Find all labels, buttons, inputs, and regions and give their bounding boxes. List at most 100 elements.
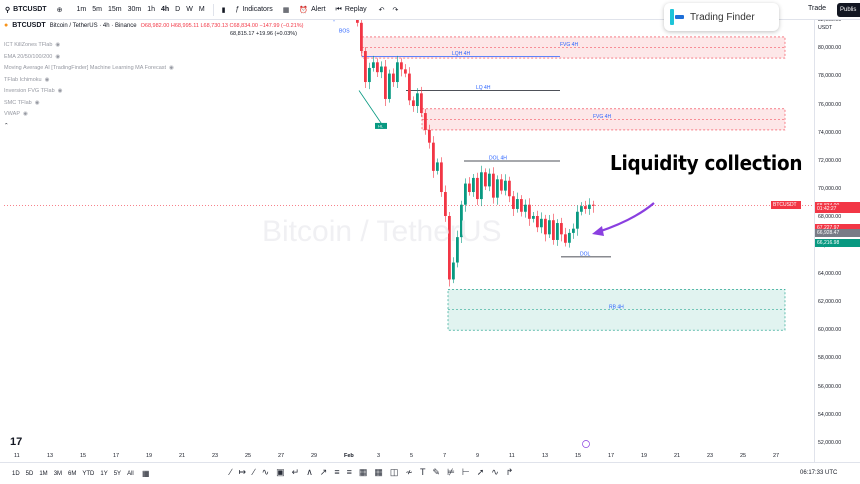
compare-button[interactable]: ⊕	[56, 6, 63, 14]
tf-30m[interactable]: 30m	[127, 6, 142, 13]
go-to-date-icon[interactable]: ▦	[142, 469, 150, 478]
long-position-icon[interactable]: ⊭	[447, 467, 455, 477]
range-1d[interactable]: 1D	[12, 470, 20, 477]
hl-badge	[375, 122, 387, 129]
candle-body	[488, 173, 491, 187]
alert-button[interactable]: ⏰ Alert	[299, 6, 325, 14]
eye-icon[interactable]: ◉	[169, 65, 174, 72]
candle-body	[520, 199, 523, 212]
price-tick-label: 60,000.00	[818, 327, 842, 334]
price-tick-label: 54,000.00	[818, 411, 842, 418]
trading-finder-logo: Trading Finder	[664, 3, 779, 31]
tf-1h[interactable]: 1h	[147, 6, 155, 13]
range-5y[interactable]: 5Y	[113, 470, 122, 477]
candle-body	[496, 179, 499, 198]
candle-body	[372, 62, 375, 68]
candle-body	[396, 62, 399, 83]
liquidity-arrow	[597, 202, 655, 234]
eye-icon[interactable]: ◉	[55, 53, 61, 60]
curve-icon[interactable]: ∿	[491, 467, 499, 477]
hl-line	[358, 90, 383, 125]
eye-icon[interactable]: ◉	[23, 111, 28, 118]
legend-indicator[interactable]: EMA 20/50/100/200 ◉	[4, 51, 334, 63]
axis-currency: USDT	[818, 25, 833, 31]
text-tool-icon[interactable]: T	[419, 467, 426, 477]
utc-clock[interactable]: 06:17:33 UTC	[800, 470, 838, 476]
range-5d[interactable]: 5D	[25, 470, 34, 477]
redo-icon[interactable]: ↷	[392, 6, 399, 14]
arrow-tool-icon[interactable]: ↗	[319, 467, 328, 477]
tf-m[interactable]: M	[198, 6, 205, 13]
indicators-button[interactable]: ƒ Indicators	[236, 6, 273, 13]
ray-icon[interactable]: ↦	[238, 467, 247, 477]
grid-icon[interactable]: ▦	[374, 467, 383, 477]
tf-w[interactable]: W	[186, 6, 193, 13]
range-ytd[interactable]: YTD	[82, 470, 95, 477]
time-tick-label: 23	[212, 453, 219, 459]
hl-label: HL	[378, 123, 384, 128]
projection-icon[interactable]: ➚	[476, 467, 485, 477]
fib-ext-icon[interactable]: ≡	[346, 467, 352, 477]
legend-indicator[interactable]: ICT KillZones TFlab ◉	[4, 40, 334, 52]
candle-body	[584, 206, 587, 209]
candle-body	[456, 237, 459, 263]
trend-line-icon[interactable]: ∕	[230, 467, 232, 477]
channel-icon[interactable]: ∕	[253, 467, 255, 477]
zigzag-icon[interactable]: ∿	[261, 467, 270, 477]
legend-collapse-button[interactable]: ⌃	[4, 122, 9, 129]
pattern-icon[interactable]: ∧	[306, 467, 313, 477]
legend-indicator[interactable]: TFlab Ichimoku ◉	[4, 74, 334, 86]
liquidity-annotation: Liquidity collection	[610, 151, 803, 175]
symbol-search[interactable]: ⚲ BTCUSDT	[5, 6, 47, 14]
rectangle-icon[interactable]: ▣	[276, 467, 285, 477]
dol4h-line-label: DOL 4H	[489, 156, 507, 162]
measure-icon[interactable]: ◫	[389, 467, 399, 477]
symbol-label: BTCUSDT	[13, 6, 47, 13]
replay-button[interactable]: ⏮ Replay	[336, 6, 367, 14]
candle-body	[472, 177, 475, 193]
legend-indicator[interactable]: Moving Average AI [TradingFinder] Machin…	[4, 63, 334, 75]
time-tick-label: 11	[509, 453, 515, 459]
range-1m[interactable]: 1M	[39, 470, 48, 477]
legend-price-text: 68,815.17 +19.96 (+0.03%)	[230, 30, 297, 37]
time-axis[interactable]: 11 13 15 17 19 21 23 25 27 29 Feb 3 5 7 9 11 13 15 17 19 21 2…	[4, 450, 814, 462]
publish-button[interactable]: Publis	[837, 3, 860, 17]
tf-4h[interactable]: 4h	[160, 6, 170, 13]
price-range-icon[interactable]: ⊢	[461, 467, 470, 477]
forecast-icon[interactable]: ↱	[505, 467, 514, 477]
templates-icon[interactable]: ▦	[282, 6, 290, 14]
event-icon	[582, 440, 590, 448]
eye-icon[interactable]: ◉	[55, 42, 61, 49]
path-icon[interactable]: ↵	[291, 467, 300, 477]
legend-indicator[interactable]: Inversion FVG TFlab ◉	[4, 86, 334, 98]
fib-icon[interactable]: ≡	[334, 467, 340, 477]
eye-icon[interactable]: ◉	[34, 99, 40, 106]
pencil-icon[interactable]: ✎	[432, 467, 440, 477]
price-axis[interactable]: USDT 82,000.00 80,000.00 78,000.00 76,000.0…	[771, 17, 860, 462]
tf-5m[interactable]: 5m	[92, 6, 102, 13]
legend-ohlc: O68,982.00 H68,995.11 L68,730.13 C68,834…	[140, 22, 304, 29]
legend-indicator[interactable]: SMC TFlab ◉	[4, 97, 334, 109]
tf-1m[interactable]: 1m	[76, 6, 87, 13]
range-1y[interactable]: 1Y	[100, 470, 108, 477]
trade-button[interactable]: Trade	[808, 5, 827, 12]
candle-body	[524, 204, 527, 212]
tf-15m[interactable]: 15m	[107, 6, 122, 13]
tf-d[interactable]: D	[175, 6, 181, 13]
range-6m[interactable]: 6M	[68, 470, 77, 477]
undo-icon[interactable]: ↶	[378, 6, 385, 14]
legend-indicator[interactable]: VWAP ◉	[4, 109, 334, 121]
eye-icon[interactable]: ◉	[57, 88, 63, 95]
liquidity-arrow-head	[592, 226, 604, 236]
time-tick-label: 15	[575, 453, 582, 459]
candle-body	[568, 232, 571, 243]
range-3m[interactable]: 3M	[53, 470, 63, 477]
search-icon: ⚲	[5, 6, 11, 14]
candle-body	[460, 204, 463, 238]
candle-type-icon[interactable]: ▮	[221, 6, 226, 14]
brush-icon[interactable]: ≁	[405, 467, 413, 477]
gann-icon[interactable]: ▦	[358, 467, 368, 477]
eye-icon[interactable]: ◉	[44, 76, 50, 83]
range-all[interactable]: All	[127, 470, 134, 477]
